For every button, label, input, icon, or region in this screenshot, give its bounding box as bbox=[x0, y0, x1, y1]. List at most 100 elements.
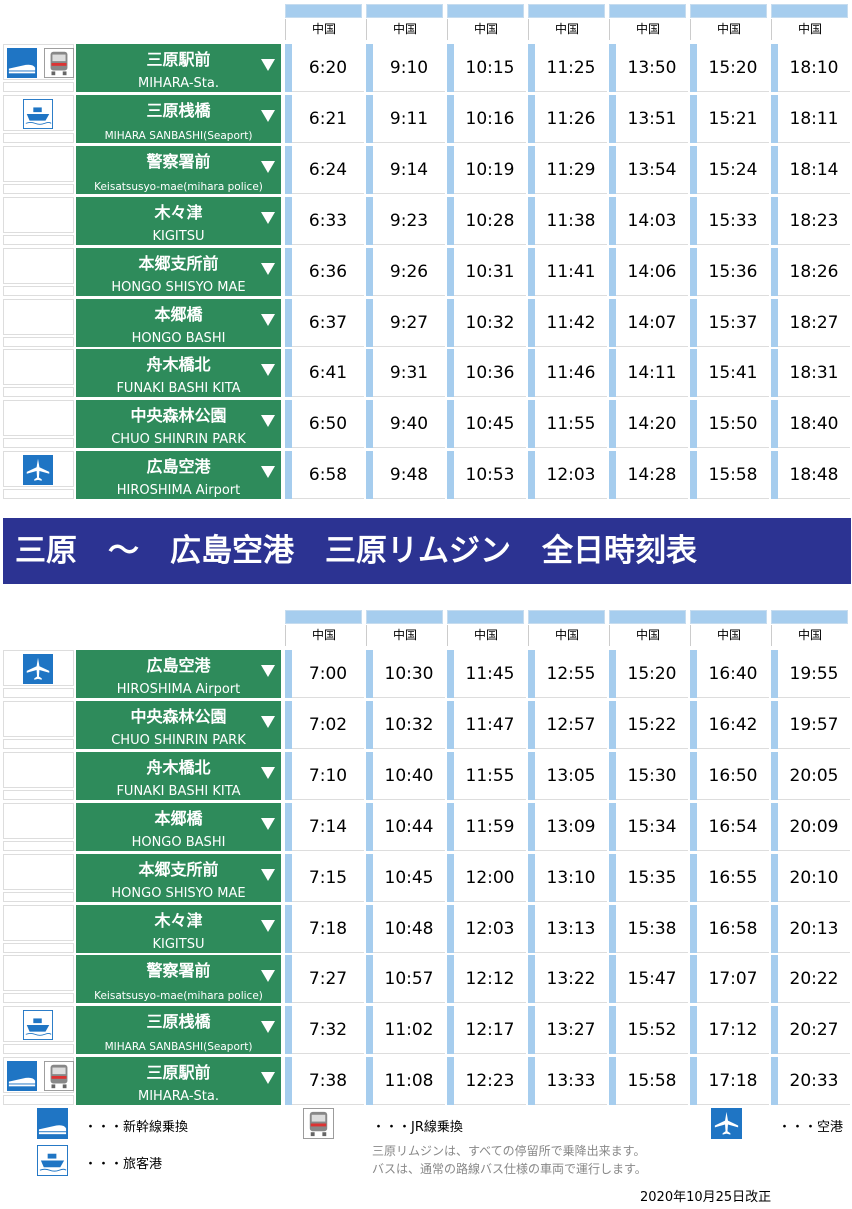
airplane-icon bbox=[711, 1108, 742, 1139]
timetable-row: 三原駅前 MIHARA-Sta. 6:20 9:10 10:15 11:25 13:50 15… bbox=[0, 44, 852, 92]
icon-box bbox=[3, 700, 74, 737]
cell-color-strip bbox=[690, 853, 697, 902]
cell-color-strip bbox=[771, 44, 778, 92]
cell-color-strip bbox=[366, 1057, 373, 1106]
stop-name-cell[interactable]: 三原桟橋 MIHARA SANBASHI(Seaport) bbox=[76, 1006, 281, 1055]
cell-color-strip bbox=[609, 196, 616, 245]
departure-time-cell: 11:47 bbox=[447, 700, 527, 749]
departure-time-cell: 16:54 bbox=[690, 802, 770, 851]
stop-name-en: Keisatsusyo-mae(mihara police) bbox=[94, 990, 263, 1003]
cell-color-strip bbox=[366, 451, 373, 500]
icon-box-spacer bbox=[3, 1095, 74, 1106]
departure-time: 9:40 bbox=[373, 400, 445, 449]
stop-icons bbox=[3, 298, 74, 347]
departure-time-cell: 13:22 bbox=[528, 955, 608, 1004]
stop-name-cell[interactable]: 警察署前 Keisatsusyo-mae(mihara police) bbox=[76, 145, 281, 194]
down-triangle-icon bbox=[261, 919, 275, 932]
stop-name-cell[interactable]: 舟木橋北 FUNAKI BASHI KITA bbox=[76, 751, 281, 800]
icon-box-spacer bbox=[3, 438, 74, 449]
departure-time-cell: 13:05 bbox=[528, 751, 608, 800]
cell-color-strip bbox=[609, 700, 616, 749]
departure-time: 9:48 bbox=[373, 451, 445, 500]
departure-time-cell: 7:27 bbox=[285, 955, 365, 1004]
cell-color-strip bbox=[690, 44, 697, 92]
departure-time-cell: 7:38 bbox=[285, 1057, 365, 1106]
operator-header-cell: 中国 bbox=[528, 610, 605, 646]
departure-time: 18:23 bbox=[778, 197, 850, 245]
cell-color-strip bbox=[285, 451, 292, 500]
cell-color-strip bbox=[690, 400, 697, 449]
cell-color-strip bbox=[447, 349, 454, 398]
departure-time: 11:59 bbox=[454, 803, 526, 851]
stop-name-cell[interactable]: 警察署前 Keisatsusyo-mae(mihara police) bbox=[76, 955, 281, 1004]
stop-name-cell[interactable]: 三原駅前 MIHARA-Sta. bbox=[76, 44, 281, 92]
departure-time-cell: 14:07 bbox=[609, 298, 689, 347]
cell-color-strip bbox=[528, 751, 535, 800]
stop-name-cell[interactable]: 木々津 KIGITSU bbox=[76, 196, 281, 245]
icon-box-spacer bbox=[3, 387, 74, 398]
icon-box-spacer bbox=[3, 285, 74, 296]
operator-header-cell: 中国 bbox=[771, 610, 848, 646]
departure-time: 7:38 bbox=[292, 1057, 364, 1106]
departure-time-cell: 10:57 bbox=[366, 955, 446, 1004]
stop-name-cell[interactable]: 中央森林公園 CHUO SHINRIN PARK bbox=[76, 400, 281, 449]
departure-time-cell: 13:27 bbox=[528, 1006, 608, 1055]
down-triangle-icon bbox=[261, 970, 275, 983]
departure-time-cell: 14:28 bbox=[609, 451, 689, 500]
down-triangle-icon bbox=[261, 766, 275, 779]
timetable-row: 広島空港 HIROSHIMA Airport 7:00 10:30 11:45 12:55… bbox=[0, 650, 852, 698]
departure-time-cell: 19:55 bbox=[771, 650, 851, 698]
stop-name-en: CHUO SHINRIN PARK bbox=[111, 432, 246, 448]
cell-color-strip bbox=[285, 1006, 292, 1055]
departure-time-cell: 10:28 bbox=[447, 196, 527, 245]
cell-color-strip bbox=[528, 196, 535, 245]
cell-color-strip bbox=[528, 400, 535, 449]
departure-time: 15:34 bbox=[616, 803, 688, 851]
stop-name-jp: 三原桟橋 bbox=[146, 100, 211, 120]
stop-name-cell[interactable]: 本郷支所前 HONGO SHISYO MAE bbox=[76, 247, 281, 296]
down-triangle-icon bbox=[261, 715, 275, 728]
departure-time-cell: 11:26 bbox=[528, 94, 608, 143]
cell-color-strip bbox=[447, 904, 454, 953]
cell-color-strip bbox=[690, 1057, 697, 1106]
down-triangle-icon bbox=[261, 262, 275, 275]
cell-color-strip bbox=[366, 145, 373, 194]
operator-header-cell: 中国 bbox=[609, 610, 686, 646]
icon-box-spacer bbox=[3, 688, 74, 698]
departure-time: 6:36 bbox=[292, 248, 364, 296]
stop-name-cell[interactable]: 中央森林公園 CHUO SHINRIN PARK bbox=[76, 700, 281, 749]
departure-time-cell: 7:32 bbox=[285, 1006, 365, 1055]
departure-time: 16:40 bbox=[697, 650, 769, 698]
departure-time-cell: 15:52 bbox=[609, 1006, 689, 1055]
departure-time: 17:12 bbox=[697, 1006, 769, 1055]
stop-name-cell[interactable]: 本郷支所前 HONGO SHISYO MAE bbox=[76, 853, 281, 902]
departure-time-cell: 15:47 bbox=[609, 955, 689, 1004]
departure-time: 16:50 bbox=[697, 752, 769, 800]
stop-name-cell[interactable]: 木々津 KIGITSU bbox=[76, 904, 281, 953]
stop-name-cell[interactable]: 三原桟橋 MIHARA SANBASHI(Seaport) bbox=[76, 94, 281, 143]
departure-time-cell: 10:32 bbox=[447, 298, 527, 347]
stop-name-cell[interactable]: 広島空港 HIROSHIMA Airport bbox=[76, 650, 281, 698]
departure-time: 15:21 bbox=[697, 95, 769, 143]
departure-time-cell: 17:07 bbox=[690, 955, 770, 1004]
departure-time: 9:14 bbox=[373, 146, 445, 194]
stop-name-en: HONGO BASHI bbox=[131, 330, 226, 346]
departure-time: 10:57 bbox=[373, 955, 445, 1004]
stop-name-cell[interactable]: 三原駅前 MIHARA-Sta. bbox=[76, 1057, 281, 1106]
stop-name-cell[interactable]: 舟木橋北 FUNAKI BASHI KITA bbox=[76, 349, 281, 398]
departure-time-cell: 12:23 bbox=[447, 1057, 527, 1106]
cell-color-strip bbox=[690, 904, 697, 953]
stop-name-cell[interactable]: 広島空港 HIROSHIMA Airport bbox=[76, 451, 281, 500]
departure-time-cell: 9:40 bbox=[366, 400, 446, 449]
departure-time-cell: 7:02 bbox=[285, 700, 365, 749]
departure-time-cell: 14:11 bbox=[609, 349, 689, 398]
departure-time: 13:51 bbox=[616, 95, 688, 143]
cell-color-strip bbox=[771, 1057, 778, 1106]
stop-name-cell[interactable]: 本郷橋 HONGO BASHI bbox=[76, 802, 281, 851]
cell-color-strip bbox=[690, 802, 697, 851]
timetable-title-banner: 三原 ～ 広島空港 三原リムジン 全日時刻表 bbox=[3, 518, 851, 584]
departure-time-cell: 7:10 bbox=[285, 751, 365, 800]
ferry-icon bbox=[37, 1145, 68, 1176]
stop-name-en: HIROSHIMA Airport bbox=[116, 682, 241, 697]
stop-name-cell[interactable]: 本郷橋 HONGO BASHI bbox=[76, 298, 281, 347]
